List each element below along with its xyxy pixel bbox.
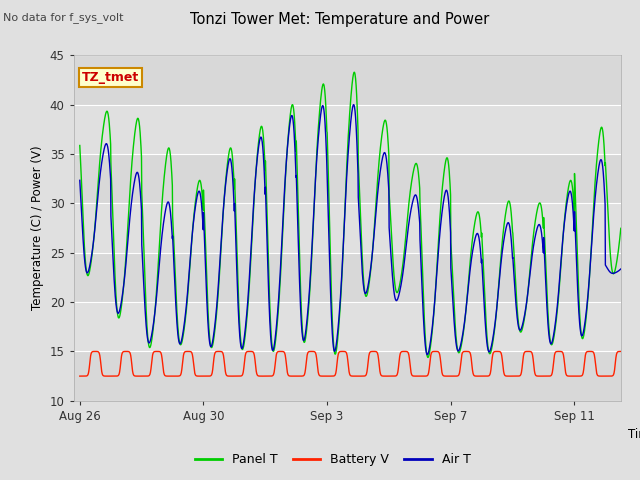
Bar xyxy=(74,204,621,252)
Text: Tonzi Tower Met: Temperature and Power: Tonzi Tower Met: Temperature and Power xyxy=(189,12,489,27)
Text: No data for f_sys_volt: No data for f_sys_volt xyxy=(3,12,124,23)
Text: TZ_tmet: TZ_tmet xyxy=(82,71,139,84)
Bar xyxy=(74,302,621,351)
Bar xyxy=(74,55,621,105)
X-axis label: Time: Time xyxy=(628,429,640,442)
Bar xyxy=(74,154,621,204)
Y-axis label: Temperature (C) / Power (V): Temperature (C) / Power (V) xyxy=(31,146,44,310)
Bar xyxy=(74,105,621,154)
Bar xyxy=(74,252,621,302)
Legend: Panel T, Battery V, Air T: Panel T, Battery V, Air T xyxy=(190,448,476,471)
Bar xyxy=(74,351,621,401)
